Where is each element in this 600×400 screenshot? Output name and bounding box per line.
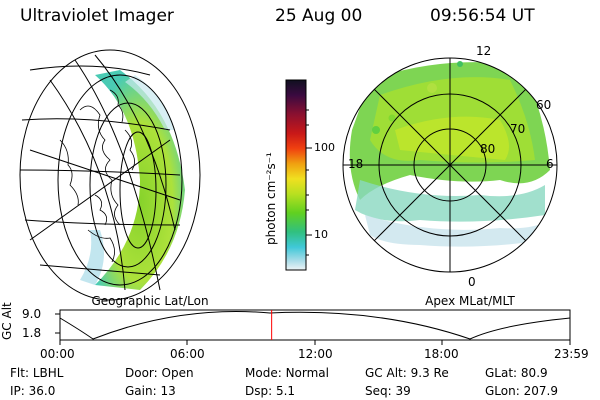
info-door: Door: Open xyxy=(125,366,194,380)
timeline-xtick-0000: 00:00 xyxy=(40,347,75,361)
info-glon: GLon: 207.9 xyxy=(485,384,558,398)
altitude-timeline xyxy=(55,309,571,345)
polar-plot xyxy=(342,57,558,273)
altitude-curve xyxy=(59,311,571,340)
info-glat: GLat: 80.9 xyxy=(485,366,548,380)
mlt-label-12: 12 xyxy=(476,44,492,58)
info-seq: Seq: 39 xyxy=(365,384,411,398)
left-panel-label: Geographic Lat/Lon xyxy=(91,294,208,308)
timeline-xtick-1800: 18:00 xyxy=(424,347,459,361)
time-label: 09:56:54 UT xyxy=(430,6,535,26)
info-dsp: Dsp: 5.1 xyxy=(245,384,296,398)
colorbar-tick-100: 100 xyxy=(314,141,335,154)
info-gain: Gain: 13 xyxy=(125,384,176,398)
geographic-globe xyxy=(19,49,201,301)
colorbar xyxy=(285,79,312,271)
date-label: 25 Aug 00 xyxy=(275,6,363,26)
timeline-xtick-0600: 06:00 xyxy=(170,347,205,361)
timeline-ytick-high: 9.0 xyxy=(22,307,42,321)
colorbar-gradient xyxy=(285,79,307,271)
info-flt: Flt: LBHL xyxy=(10,366,64,380)
timeline-ytick-low: 1.8 xyxy=(22,326,42,340)
colorbar-tick-10: 10 xyxy=(314,228,328,241)
mlat-label-80: 80 xyxy=(480,142,496,156)
timeline-xtick-1200: 12:00 xyxy=(298,347,333,361)
colorbar-unit-label: photon cm⁻²s⁻¹ xyxy=(264,152,278,245)
right-panel-label: Apex MLat/MLT xyxy=(425,294,515,308)
mlat-label-70: 70 xyxy=(510,122,526,136)
info-gc-alt: GC Alt: 9.3 Re xyxy=(365,366,449,380)
mlt-label-18: 18 xyxy=(348,157,364,171)
instrument-title: Ultraviolet Imager xyxy=(20,6,174,26)
timeline-xtick-2359: 23:59 xyxy=(554,347,589,361)
mlt-label-6: 6 xyxy=(546,157,554,171)
mlt-label-0: 0 xyxy=(468,275,476,289)
timeline-axis-label: GC Alt xyxy=(0,302,14,340)
info-ip: IP: 36.0 xyxy=(10,384,56,398)
mlat-label-60: 60 xyxy=(536,98,552,112)
info-mode: Mode: Normal xyxy=(245,366,329,380)
auroral-oval-left xyxy=(95,70,185,290)
